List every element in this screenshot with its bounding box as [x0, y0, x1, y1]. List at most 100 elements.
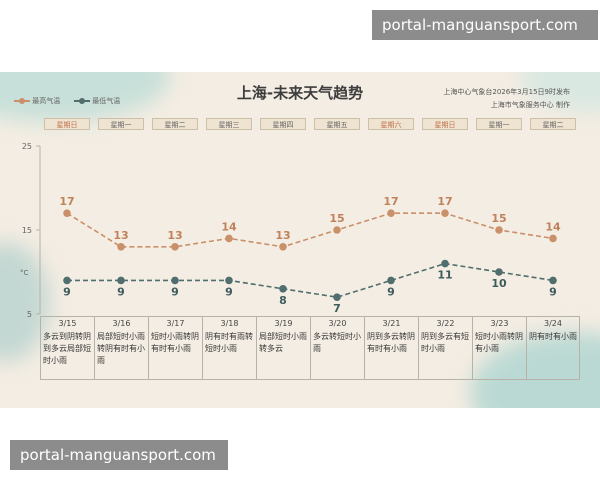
weekday-label: 星期一 [476, 118, 522, 130]
weekday-label: 星期四 [260, 118, 306, 130]
temperature-chart: 25 15 5 °C 17 13 13 14 13 15 17 17 15 14 9 9 9 9 8 7 9 11 10 9 [20, 142, 561, 319]
date-label: 3/23 [490, 319, 509, 328]
condition-text: 短时小雨转阴有小雨 [475, 332, 523, 353]
data-label: 7 [333, 302, 341, 315]
data-label: 17 [59, 195, 74, 208]
weekday-label: 星期五 [314, 118, 360, 130]
data-point [225, 276, 233, 285]
watermark-top: portal-manguansport.com [372, 10, 598, 40]
forecast-column: 3/20 多云转短时小雨 [310, 316, 364, 380]
issuer-line: 上海中心气象台2026年3月15日9时发布 [443, 88, 570, 96]
data-label: 13 [167, 229, 182, 242]
forecast-column: 3/18 阴有时有雨转短时小雨 [202, 316, 256, 380]
weekday-label: 星期一 [98, 118, 144, 130]
legend-item: 最高气温 [14, 96, 60, 106]
watermark-bottom: portal-manguansport.com [10, 440, 228, 470]
producer-line: 上海市气象服务中心 制作 [490, 101, 570, 109]
legend-label: 最高气温 [30, 97, 61, 105]
data-point [171, 276, 179, 285]
date-label: 3/18 [220, 319, 239, 328]
date-label: 3/24 [544, 319, 562, 328]
data-point [279, 243, 287, 251]
data-label: 9 [63, 285, 71, 298]
series-line-low [67, 262, 554, 299]
data-label: 9 [117, 285, 125, 298]
date-label: 3/17 [166, 319, 185, 328]
data-label: 10 [491, 277, 507, 290]
data-label: 14 [545, 220, 561, 233]
condition-text: 阴有时有雨转短时小雨 [205, 332, 253, 353]
y-tick-label: 25 [22, 142, 32, 151]
data-label: 9 [225, 285, 233, 298]
condition-text: 多云转短时小雨 [313, 332, 361, 353]
data-point [117, 243, 125, 251]
data-label: 8 [279, 294, 287, 307]
condition-text: 短时小雨转阴有时有小雨 [151, 332, 199, 353]
forecast-column: 3/23 短时小雨转阴有小雨 [472, 316, 526, 380]
date-label: 3/21 [382, 319, 401, 328]
data-point [63, 276, 71, 285]
condition-text: 局部短时小雨转多云 [259, 332, 307, 353]
data-point [171, 243, 179, 251]
legend-item: 最低气温 [74, 96, 120, 106]
data-label: 9 [387, 285, 395, 298]
date-label: 3/15 [58, 319, 77, 328]
series-line-high [66, 212, 554, 248]
y-tick-label: 5 [27, 310, 32, 319]
legend-swatch-icon [74, 98, 90, 104]
forecast-column: 3/15 多云到阴转阴到多云局部短时小雨 [40, 316, 94, 380]
data-point [117, 276, 125, 285]
date-label: 3/22 [436, 319, 455, 328]
forecast-table: 3/15 多云到阴转阴到多云局部短时小雨 3/16 局部短时小雨转阴有时有小雨 3/17… [40, 316, 580, 380]
data-label: 13 [275, 229, 290, 242]
weekday-label: 星期二 [530, 118, 576, 130]
weekday-label: 星期六 [368, 118, 414, 130]
chart-title: 上海-未来天气趋势 [236, 84, 364, 102]
forecast-column: 3/17 短时小雨转阴有时有小雨 [148, 316, 202, 380]
data-point [495, 268, 503, 276]
date-label: 3/19 [274, 319, 293, 328]
data-point [63, 209, 71, 217]
data-point [279, 285, 287, 293]
condition-text: 阴到多云有短时小雨 [421, 332, 469, 353]
data-point [549, 276, 557, 285]
y-axis-unit: °C [20, 269, 29, 277]
data-label: 13 [113, 229, 128, 242]
forecast-card: 上海-未来天气趋势 上海中心气象台2026年3月15日9时发布 上海市气象服务中… [0, 72, 600, 408]
legend-swatch-icon [14, 98, 30, 104]
data-point [495, 226, 503, 234]
weekday-label: 星期二 [152, 118, 198, 130]
data-point [387, 276, 395, 285]
date-label: 3/20 [328, 319, 347, 328]
condition-text: 局部短时小雨转阴有时有小雨 [97, 332, 145, 365]
y-tick-label: 15 [22, 226, 32, 235]
forecast-column: 3/22 阴到多云有短时小雨 [418, 316, 472, 380]
data-point [441, 209, 449, 217]
forecast-column: 3/24 阴有时有小雨 [526, 316, 580, 380]
forecast-column: 3/16 局部短时小雨转阴有时有小雨 [94, 316, 148, 380]
data-label: 15 [329, 212, 344, 225]
data-label: 9 [171, 285, 179, 298]
date-label: 3/16 [112, 319, 131, 328]
legend-label: 最低气温 [90, 97, 121, 105]
data-label: 15 [491, 212, 506, 225]
weekday-row: 星期日 星期一 星期二 星期三 星期四 星期五 星期六 星期日 星期一 星期二 [0, 118, 600, 132]
condition-text: 阴到多云转阴有时有小雨 [367, 332, 415, 353]
condition-text: 阴有时有小雨 [529, 332, 577, 341]
data-point [333, 226, 341, 234]
forecast-column: 3/21 阴到多云转阴有时有小雨 [364, 316, 418, 380]
data-label: 11 [437, 269, 452, 282]
weekday-label: 星期三 [206, 118, 252, 130]
condition-text: 多云到阴转阴到多云局部短时小雨 [43, 332, 91, 365]
data-label: 17 [383, 195, 398, 208]
data-label: 14 [221, 220, 237, 233]
weekday-label: 星期日 [44, 118, 90, 130]
data-label: 9 [549, 285, 557, 298]
data-label: 17 [437, 195, 452, 208]
weekday-label: 星期日 [422, 118, 468, 130]
forecast-column: 3/19 局部短时小雨转多云 [256, 316, 310, 380]
data-point [225, 234, 233, 243]
data-point [441, 259, 449, 268]
data-point [549, 234, 557, 243]
data-point [387, 209, 395, 217]
